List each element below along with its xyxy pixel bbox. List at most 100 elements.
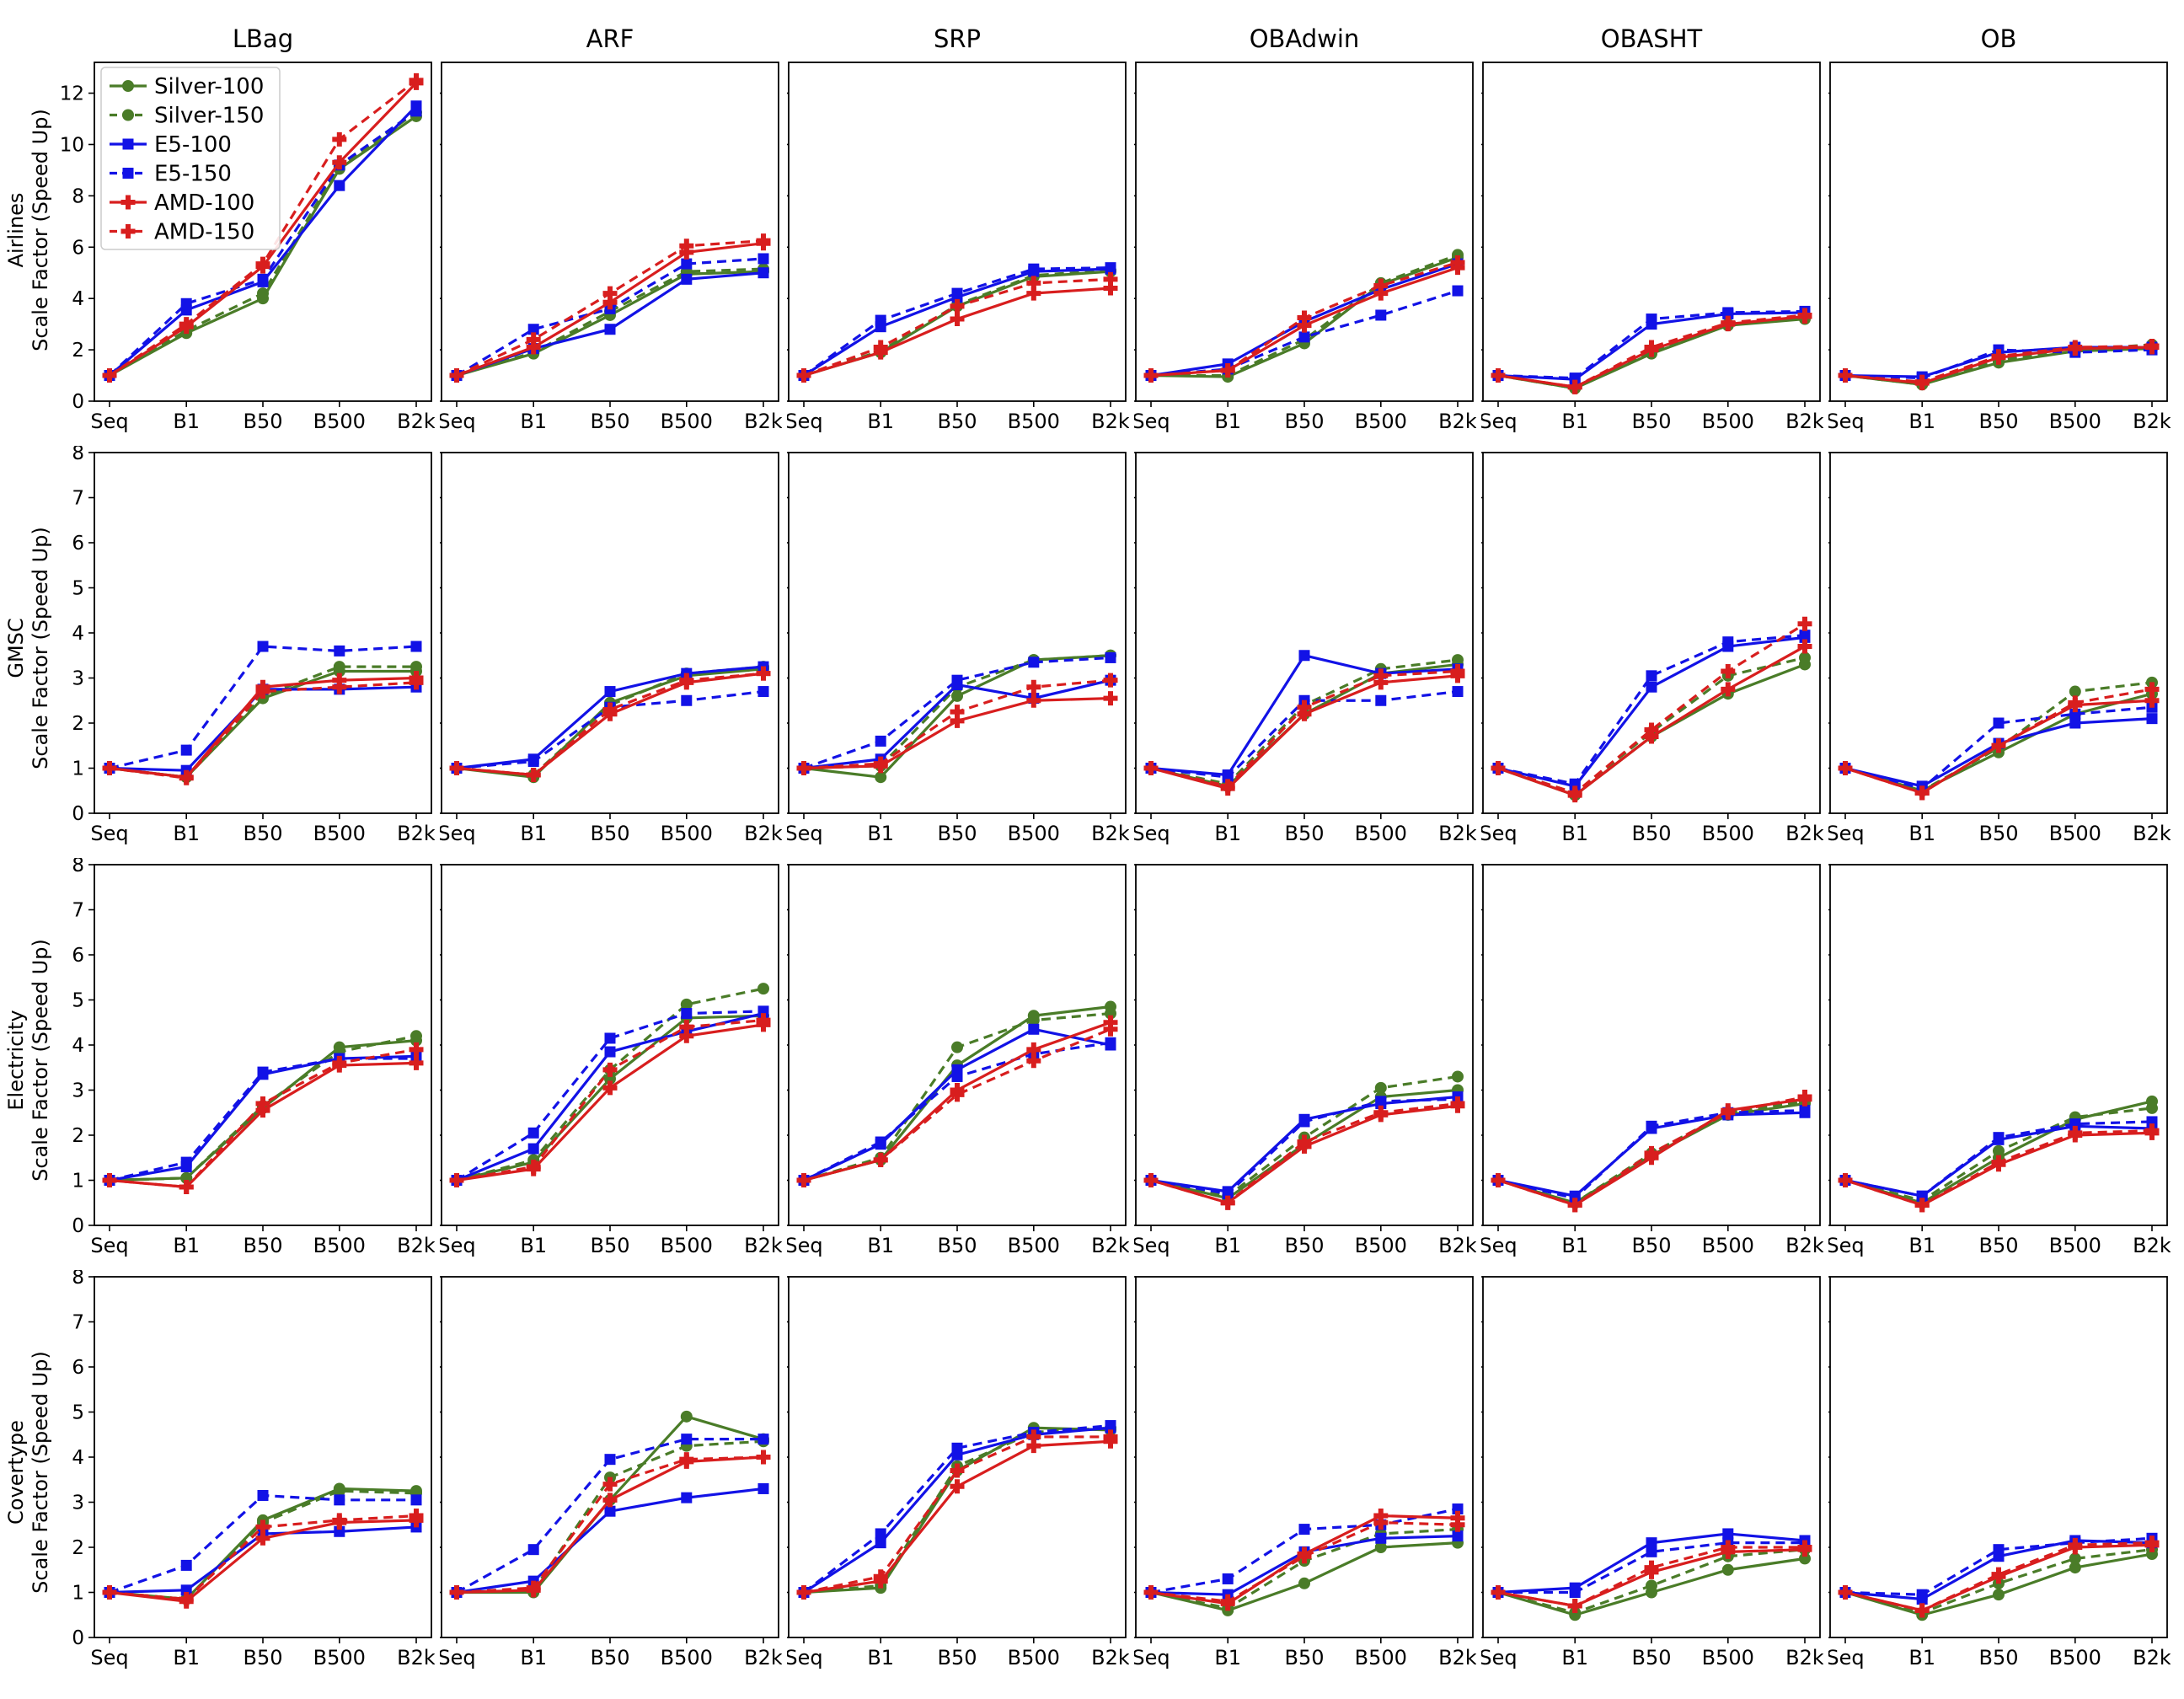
row-scale-label: Scale Factor (Speed Up) <box>29 526 52 769</box>
legend-entry-amd-150: AMD-150 <box>110 220 254 245</box>
series-e5-150-marker <box>1799 1105 1811 1117</box>
series-amd-150-marker <box>102 368 117 383</box>
series-amd-150-marker <box>409 1509 424 1524</box>
y-tick-label: 5 <box>72 990 84 1012</box>
series-amd-150-marker <box>1450 1517 1465 1532</box>
row-scale-label: Scale Factor (Speed Up) <box>29 108 52 351</box>
series-silver-150-marker <box>410 1030 422 1042</box>
series-amd-150-marker <box>1220 1594 1235 1609</box>
x-tick-label: B500 <box>2049 1234 2101 1257</box>
axes-frame <box>788 452 1127 814</box>
series-silver-150-marker <box>1374 1081 1387 1094</box>
series-amd-150-marker <box>2144 682 2160 697</box>
series-amd-150-marker <box>255 1519 270 1535</box>
series-amd-150-marker <box>1838 1585 1853 1600</box>
legend-entry-e5-150: E5-150 <box>110 162 232 187</box>
panel-covertype-ob: Seq B1 B50 B500 B2k <box>1828 1270 2171 1674</box>
series-amd-150-marker <box>102 1585 117 1600</box>
series-amd-150-marker <box>1797 1540 1812 1555</box>
series-line-amd-150 <box>1497 1546 1805 1608</box>
series-e5-100-marker <box>334 1525 345 1537</box>
series-amd-150-marker <box>1797 308 1812 323</box>
legend-e5-150-marker <box>122 168 134 179</box>
series-line-e5-150 <box>803 1423 1111 1594</box>
x-tick-label: B2k <box>1438 410 1476 433</box>
series-silver-100-marker <box>951 689 963 702</box>
series-silver-150-marker <box>180 1171 193 1184</box>
series-e5-100-marker <box>2146 713 2158 725</box>
series-amd-150-marker <box>1220 362 1235 378</box>
series-amd-150-marker <box>1567 1198 1582 1213</box>
legend-label: AMD-100 <box>154 190 254 216</box>
series-e5-150-marker <box>2069 708 2081 720</box>
plot-covertype-srp: Seq B1 B50 B500 B2k <box>787 1276 1129 1670</box>
x-tick-label: B50 <box>243 1646 282 1670</box>
series-amd-150-marker <box>1143 1585 1159 1600</box>
axes-frame <box>94 452 432 814</box>
series-amd-150-marker <box>1491 1585 1506 1600</box>
series-e5-150-marker <box>334 645 345 657</box>
plot-electricity-srp: Seq B1 B50 B500 B2k <box>787 864 1129 1257</box>
x-tick-label: Seq <box>440 410 476 433</box>
plot-covertype-arf: Seq B1 B50 B500 B2k <box>440 1276 782 1670</box>
series-amd-150-marker <box>1373 1515 1389 1530</box>
x-tick-label: Seq <box>1481 822 1518 845</box>
series-amd-150-marker <box>102 1173 117 1187</box>
axes-frame <box>94 1276 432 1638</box>
series-amd-100-marker <box>950 713 965 728</box>
series-line-amd-150 <box>803 1435 1111 1594</box>
series-amd-150-marker <box>1991 738 2006 753</box>
series-e5-150-marker <box>257 1489 269 1501</box>
series-e5-150-marker <box>1452 686 1464 698</box>
series-e5-150-marker <box>1375 309 1387 321</box>
series-silver-150-marker <box>1799 651 1811 664</box>
plot-electricity-obadwin: Seq B1 B50 B500 B2k <box>1134 864 1476 1257</box>
series-amd-150-marker <box>950 1087 965 1102</box>
series-amd-150-marker <box>1143 368 1159 383</box>
x-tick-label: B500 <box>661 822 713 845</box>
x-tick-label: Seq <box>1134 1646 1170 1670</box>
series-amd-150-marker <box>1721 663 1736 678</box>
series-amd-100-marker <box>1026 1042 1041 1057</box>
y-axis-label-airlines: Airlines Scale Factor (Speed Up) <box>4 22 52 437</box>
x-tick-label: B500 <box>1702 822 1754 845</box>
x-tick-label: B50 <box>937 1234 977 1257</box>
figure-row-gmsc: GMSC Scale Factor (Speed Up) 0 1 2 3 4 5 6 7 8 Seq B… <box>4 446 2176 850</box>
axes-frame <box>1829 864 2168 1226</box>
panel-electricity-obadwin: Seq B1 B50 B500 B2k <box>1134 858 1476 1262</box>
series-amd-150-marker <box>255 256 270 271</box>
x-tick-label: B500 <box>1008 822 1060 845</box>
panel-electricity-ob: Seq B1 B50 B500 B2k <box>1828 858 2171 1262</box>
series-e5-100-marker <box>875 1537 886 1549</box>
x-tick-label: B50 <box>937 1646 977 1670</box>
x-tick-label: B50 <box>1284 1646 1324 1670</box>
axes-frame <box>1482 62 1821 402</box>
y-tick-label: 2 <box>72 713 84 735</box>
legend-label: AMD-150 <box>154 220 254 245</box>
series-amd-100-marker <box>332 155 347 170</box>
axes-frame <box>788 62 1127 402</box>
series-amd-150-marker <box>1644 340 1659 355</box>
series-line-amd-150 <box>1150 669 1459 788</box>
y-tick-label: 2 <box>72 340 84 362</box>
series-e5-150-marker <box>1646 1546 1657 1557</box>
series-amd-150-marker <box>409 1042 424 1057</box>
row-dataset-label: Airlines <box>4 192 28 267</box>
x-tick-label: B50 <box>1631 410 1671 433</box>
x-tick-label: B2k <box>1785 1646 1823 1670</box>
x-tick-label: B1 <box>520 410 547 433</box>
series-e5-100-marker <box>757 267 769 279</box>
x-tick-label: B1 <box>867 1234 894 1257</box>
y-tick-label: 4 <box>72 623 84 645</box>
series-e5-150-marker <box>1722 307 1734 319</box>
row-dataset-label: GMSC <box>4 617 28 678</box>
series-silver-150-marker <box>2146 1101 2158 1114</box>
legend-entry-amd-100: AMD-100 <box>110 190 254 216</box>
legend-label: E5-100 <box>154 132 232 158</box>
series-e5-100-marker <box>604 324 616 335</box>
y-tick-label: 10 <box>60 134 84 156</box>
x-tick-label: B50 <box>1631 822 1671 845</box>
series-amd-150-marker <box>2144 1536 2160 1551</box>
series-silver-150-marker <box>1027 1014 1040 1026</box>
